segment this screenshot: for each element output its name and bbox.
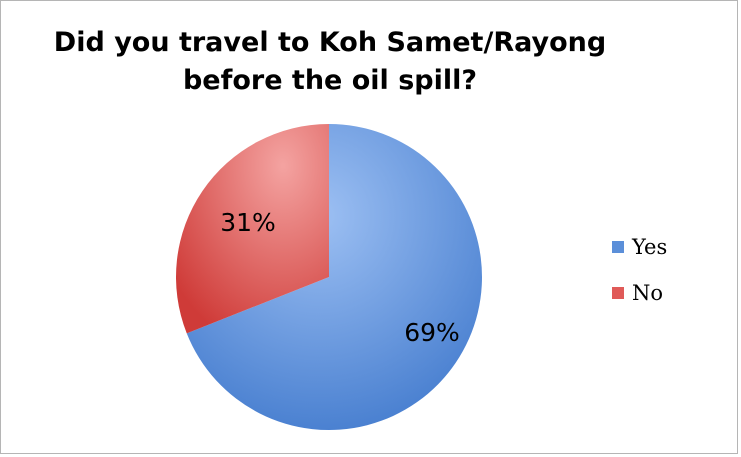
legend-label-yes: Yes — [632, 235, 668, 259]
pie-slices — [175, 124, 482, 430]
legend-item-no: No — [612, 270, 667, 316]
chart-title-line-1: Did you travel to Koh Samet/Rayong — [53, 27, 607, 58]
slice-label-yes: 69% — [404, 318, 460, 347]
legend: Yes No — [612, 224, 667, 316]
legend-swatch-no — [612, 287, 624, 299]
legend-item-yes: Yes — [612, 224, 667, 270]
pie-slice-yes — [186, 124, 482, 430]
slice-label-no: 31% — [220, 208, 276, 237]
chart-title: Did you travel to Koh Samet/Rayong befor… — [0, 24, 660, 100]
legend-swatch-yes — [612, 241, 624, 253]
pie-slice-labels: 69% 31% — [220, 208, 460, 347]
legend-label-no: No — [632, 281, 664, 305]
chart-title-line-2: before the oil spill? — [182, 65, 478, 96]
pie-slice-no — [175, 124, 329, 334]
